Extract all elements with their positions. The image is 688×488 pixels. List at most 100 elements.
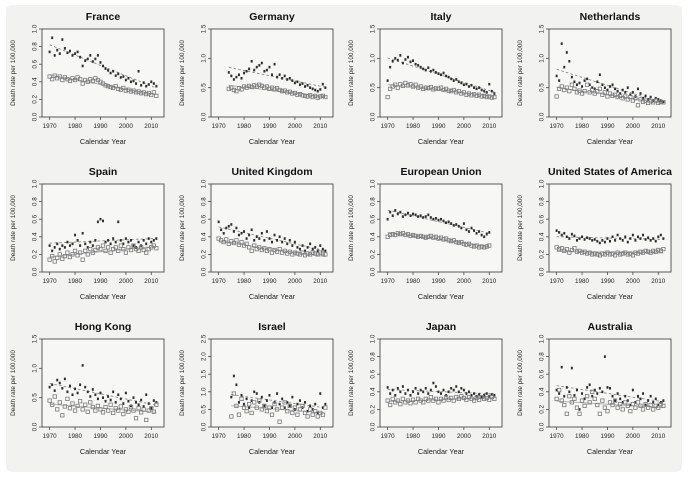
data-point-dark bbox=[250, 399, 253, 402]
data-point-dark bbox=[243, 71, 246, 75]
data-point-dark bbox=[86, 57, 89, 61]
data-point-dark bbox=[457, 224, 460, 228]
data-point-square bbox=[569, 82, 574, 87]
data-point-dark bbox=[107, 239, 110, 242]
data-point-dark bbox=[316, 411, 319, 415]
data-point-square bbox=[57, 74, 62, 79]
data-point-dark bbox=[659, 233, 662, 237]
data-point-dark bbox=[639, 397, 642, 401]
data-point-square bbox=[592, 91, 597, 96]
data-point-square bbox=[313, 409, 318, 414]
data-point-square bbox=[585, 394, 590, 399]
data-point-dark bbox=[389, 210, 392, 214]
data-point-dark bbox=[399, 210, 402, 214]
data-point-square bbox=[630, 253, 635, 258]
data-point-dark bbox=[593, 388, 596, 392]
data-point-square bbox=[572, 246, 577, 251]
data-point-square bbox=[55, 407, 60, 412]
data-point-dark bbox=[94, 57, 97, 61]
data-point-square bbox=[564, 247, 569, 252]
y-tick-label: 1.5 bbox=[32, 334, 39, 343]
data-point-square bbox=[123, 250, 128, 255]
y-tick-label: 1.0 bbox=[32, 179, 39, 188]
data-point-dark bbox=[470, 394, 473, 397]
data-point-dark bbox=[324, 402, 327, 406]
panel-title: Australia bbox=[588, 321, 633, 333]
data-point-square bbox=[93, 408, 98, 413]
data-point-dark bbox=[314, 246, 317, 249]
data-point-dark bbox=[455, 223, 458, 226]
data-point-dark bbox=[296, 402, 299, 406]
data-point-dark bbox=[281, 76, 284, 80]
data-point-dark bbox=[268, 237, 271, 240]
data-point-dark bbox=[137, 403, 140, 407]
data-point-dark bbox=[81, 364, 84, 367]
data-point-square bbox=[83, 248, 88, 253]
data-point-square bbox=[656, 100, 661, 106]
data-point-dark bbox=[316, 89, 319, 93]
data-point-square bbox=[405, 398, 411, 403]
data-point-dark bbox=[450, 222, 453, 225]
x-tick-label: 1970 bbox=[381, 433, 396, 440]
data-point-square bbox=[85, 409, 90, 414]
data-point-square bbox=[126, 245, 131, 250]
data-point-dark bbox=[570, 75, 573, 79]
data-point-square bbox=[438, 85, 444, 90]
trend-line-dark-point bbox=[218, 226, 326, 252]
data-point-square bbox=[388, 232, 393, 238]
data-point-dark bbox=[394, 394, 397, 397]
data-point-square bbox=[70, 401, 75, 406]
data-point-dark bbox=[593, 238, 596, 241]
data-point-dark bbox=[478, 393, 481, 396]
data-point-dark bbox=[452, 79, 455, 82]
trend-line-dark-point bbox=[556, 385, 664, 403]
data-point-dark bbox=[309, 242, 312, 246]
data-point-dark bbox=[84, 385, 87, 389]
data-point-square bbox=[297, 92, 303, 97]
x-tick-label: 2010 bbox=[144, 123, 159, 130]
plot-box bbox=[210, 28, 334, 118]
data-point-dark bbox=[119, 76, 122, 79]
data-point-dark bbox=[243, 402, 246, 406]
data-point-dark bbox=[232, 78, 235, 81]
trend-line-open-square bbox=[231, 405, 326, 414]
data-point-dark bbox=[457, 80, 460, 84]
data-point-dark bbox=[250, 59, 253, 63]
data-point-dark bbox=[460, 226, 463, 230]
data-point-dark bbox=[222, 231, 225, 235]
x-tick-label: 1990 bbox=[431, 123, 446, 130]
data-point-dark bbox=[629, 237, 632, 240]
data-point-dark bbox=[66, 390, 69, 394]
data-point-dark bbox=[129, 239, 132, 242]
data-point-square bbox=[287, 249, 292, 254]
data-point-dark bbox=[427, 66, 430, 70]
data-point-square bbox=[151, 90, 156, 95]
trend-line-dark-point bbox=[49, 382, 157, 406]
data-point-square bbox=[305, 251, 310, 256]
x-tick-label: 2000 bbox=[457, 123, 472, 130]
data-point-square bbox=[564, 85, 569, 90]
data-point-square bbox=[247, 245, 252, 250]
data-point-dark bbox=[427, 392, 430, 395]
data-point-dark bbox=[140, 84, 143, 87]
data-point-square bbox=[471, 398, 477, 403]
x-tick-label: 1980 bbox=[68, 433, 83, 440]
y-tick-label: 1.5 bbox=[370, 24, 377, 33]
data-point-square bbox=[385, 398, 390, 403]
data-point-square bbox=[403, 80, 408, 86]
data-point-square bbox=[93, 247, 98, 253]
data-point-dark bbox=[467, 390, 470, 394]
data-point-dark bbox=[79, 55, 82, 59]
data-point-square bbox=[443, 394, 449, 400]
data-point-dark bbox=[311, 87, 314, 91]
panel-spain: Spain 0.0 0.2 0.4 0.6 0.8 1.0 1970 1980 1990 2000 2… bbox=[6, 160, 175, 315]
y-tick-label: 1.0 bbox=[539, 334, 546, 343]
data-point-square bbox=[139, 91, 144, 96]
data-point-square bbox=[557, 86, 562, 91]
x-axis-label: Calendar Year bbox=[249, 137, 296, 146]
data-point-square bbox=[426, 234, 431, 239]
data-point-dark bbox=[48, 244, 51, 247]
data-point-square bbox=[302, 93, 308, 98]
data-point-dark bbox=[654, 96, 657, 100]
data-point-square bbox=[57, 400, 62, 405]
